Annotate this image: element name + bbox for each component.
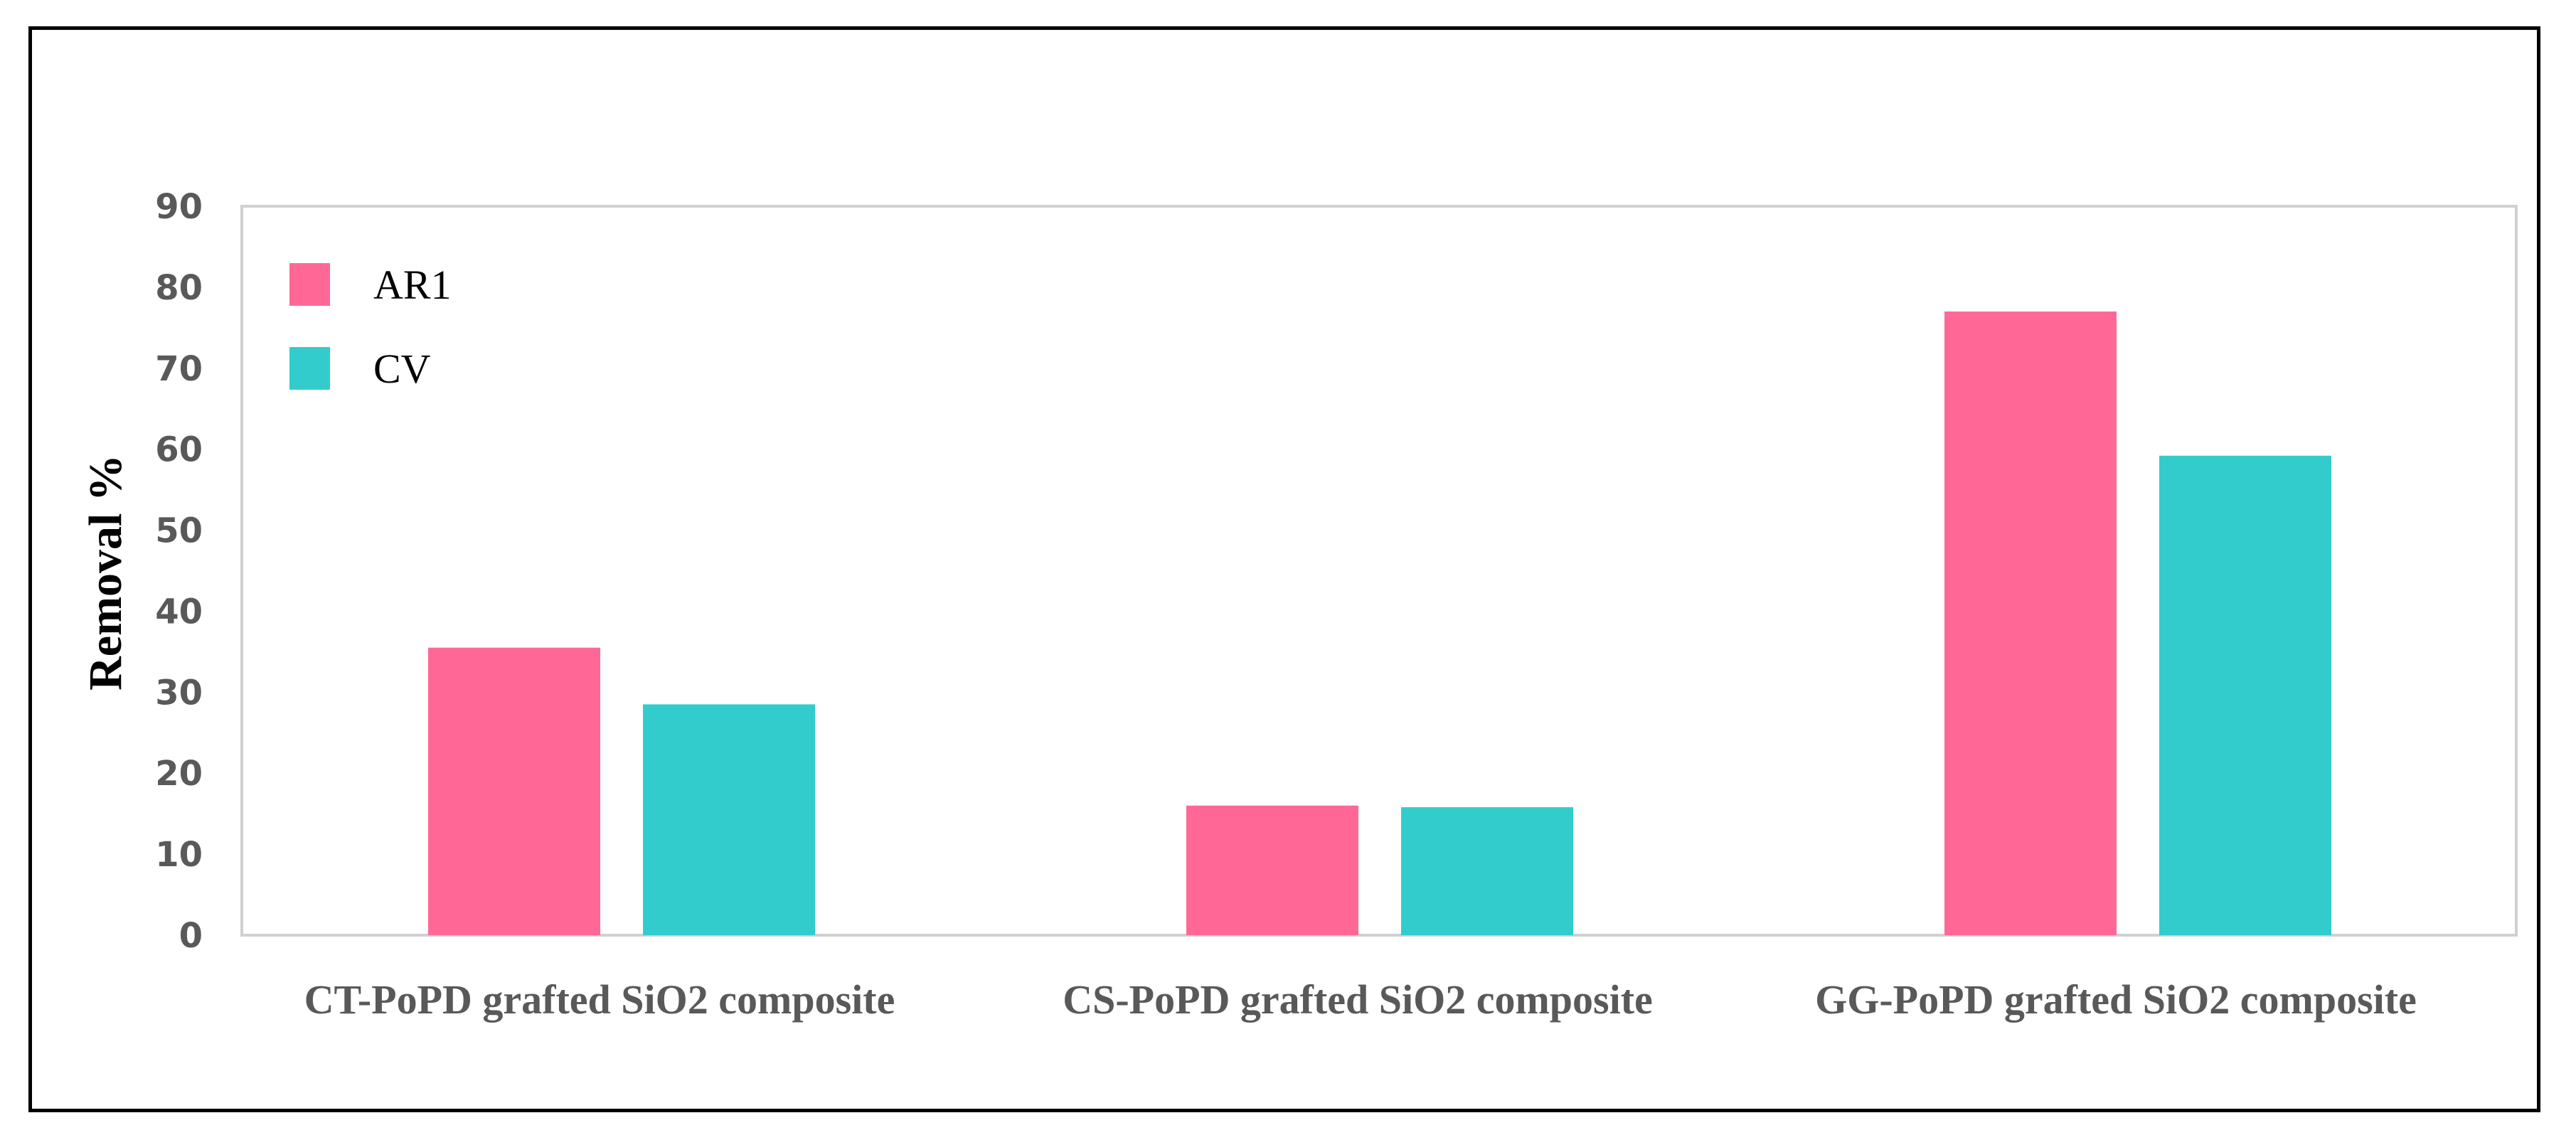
x-category-label: GG-PoPD grafted SiO2 composite [1815, 976, 2417, 1023]
y-tick-label: 80 [155, 268, 203, 308]
bar-cv-3 [2159, 455, 2331, 935]
y-tick-label: 60 [155, 430, 203, 470]
y-tick-label: 0 [179, 916, 203, 956]
y-tick-label: 90 [155, 187, 203, 227]
x-category-label: CT-PoPD grafted SiO2 composite [304, 976, 895, 1023]
legend-swatch-ar1 [289, 263, 330, 306]
y-tick-label: 30 [155, 673, 203, 713]
bar-ar1-3 [1944, 311, 2117, 935]
y-tick-label: 50 [155, 511, 203, 551]
x-axis-category-labels: CT-PoPD grafted SiO2 composite CS-PoPD gr… [304, 976, 2417, 1023]
legend-label-cv: CV [373, 346, 431, 392]
bar-cv-1 [643, 704, 815, 935]
y-tick-label: 40 [155, 592, 203, 632]
bars [428, 311, 2331, 935]
legend-label-ar1: AR1 [373, 262, 452, 308]
y-axis-title: Removal % [80, 454, 132, 691]
legend-swatch-cv [289, 347, 330, 390]
bar-ar1-2 [1186, 805, 1358, 935]
y-axis-ticks: 0 10 20 30 40 50 60 70 80 90 [155, 187, 203, 956]
y-tick-label: 20 [155, 754, 203, 794]
x-category-label: CS-PoPD grafted SiO2 composite [1063, 976, 1653, 1023]
y-tick-label: 10 [155, 835, 203, 875]
plot-area [240, 205, 2518, 937]
legend: AR1 CV [289, 262, 452, 392]
bar-cv-2 [1401, 807, 1573, 935]
bar-ar1-1 [428, 647, 600, 935]
y-tick-label: 70 [155, 349, 203, 389]
